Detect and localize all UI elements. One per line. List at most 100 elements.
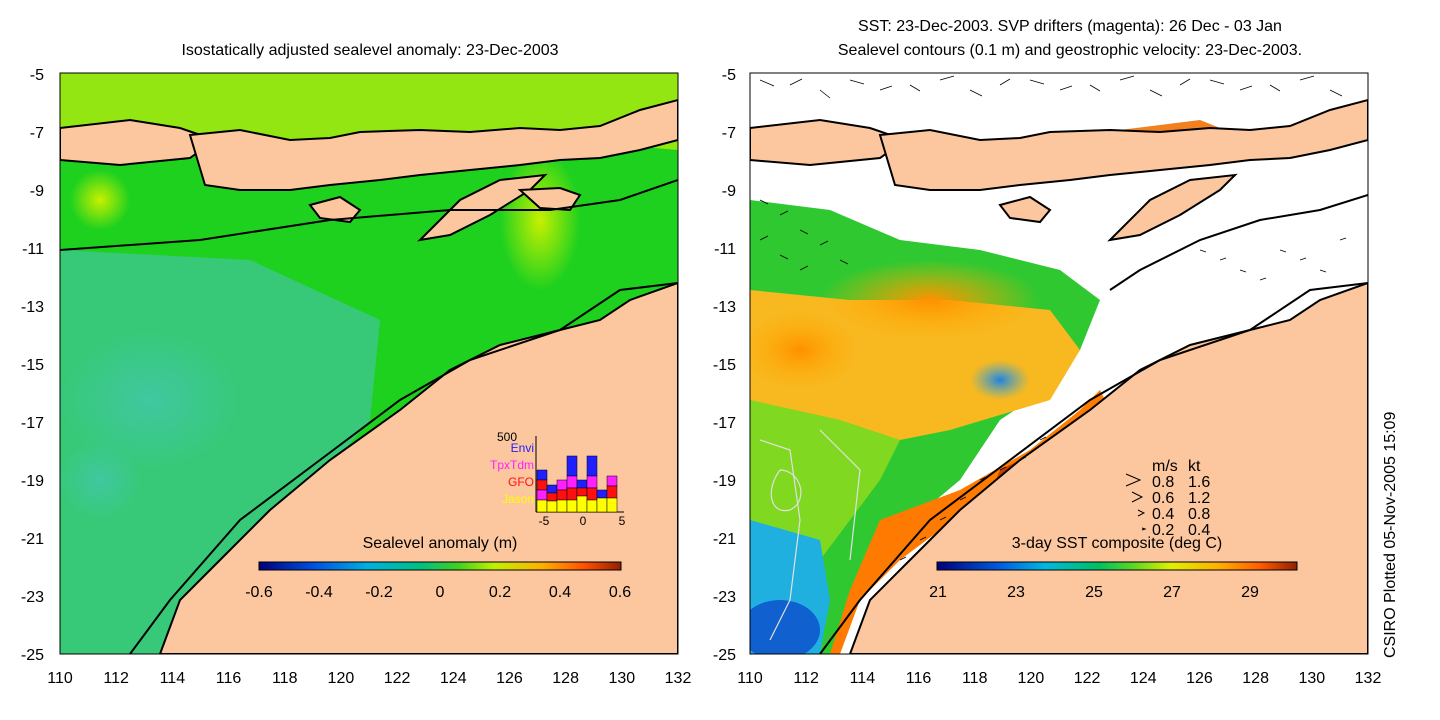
velocity-legend-header-ms: m/s [1152, 458, 1178, 475]
inset-ymax-label: 500 [497, 430, 517, 444]
sst-tick: 25 [1085, 584, 1103, 601]
right-x-axis-labels: 110 112 114 116 118 120 122 124 126 128 130 132 [737, 670, 1381, 687]
sealevel-anomaly-map [60, 73, 678, 654]
sst-tick: 29 [1241, 584, 1259, 601]
x-axis-tick-label: 126 [496, 670, 523, 687]
inset-xtick: 0 [580, 514, 587, 528]
x-axis-tick-label: 118 [272, 670, 298, 687]
sst-colorbar-ticks: 21 23 25 27 29 [929, 584, 1259, 601]
right-map-title-line1: SST: 23-Dec-2003. SVP drifters (magenta)… [858, 18, 1282, 35]
sst-colorbar-label: 3-day SST composite (deg C) [1012, 535, 1222, 552]
sla-tick: 0.4 [549, 584, 571, 601]
altimeter-histogram-inset: 500 Envi TpxTdm GFO Jason -5 0 5 [490, 430, 626, 528]
sla-tick: -0.2 [365, 584, 393, 601]
y-axis-tick-label: -23 [21, 589, 44, 606]
y-axis-tick-label: -13 [21, 299, 44, 316]
y-axis-tick-label: -25 [21, 647, 44, 664]
y-axis-tick-label: -19 [21, 473, 44, 490]
x-axis-tick-label: 124 [440, 670, 467, 687]
velocity-legend-kt: 0.4 [1188, 522, 1210, 539]
y-axis-tick-label: -15 [713, 357, 736, 374]
y-axis-tick-label: -23 [713, 589, 736, 606]
x-axis-tick-label: 122 [1074, 670, 1101, 687]
y-axis-tick-label: -17 [713, 415, 736, 432]
x-axis-tick-label: 114 [160, 670, 186, 687]
y-axis-tick-label: -25 [713, 647, 736, 664]
y-axis-tick-label: -17 [21, 415, 44, 432]
geostrophic-velocity-vectors [759, 75, 1347, 561]
velocity-legend-ms: 0.2 [1152, 522, 1174, 539]
x-axis-tick-label: 128 [1242, 670, 1269, 687]
x-axis-tick-label: 112 [103, 670, 129, 687]
sst-tick: 27 [1163, 584, 1181, 601]
x-axis-tick-label: 130 [608, 670, 635, 687]
left-x-axis-labels: 110 112 114 116 118 120 122 124 126 128 130 132 [47, 670, 691, 687]
right-map-title-line2: Sealevel contours (0.1 m) and geostrophi… [837, 42, 1303, 59]
sealevel-colorbar-label: Sealevel anomaly (m) [363, 535, 518, 552]
y-axis-tick-label: -19 [713, 473, 736, 490]
y-axis-tick-label: -7 [722, 125, 736, 142]
y-axis-tick-label: -5 [722, 67, 736, 84]
y-axis-tick-label: -9 [30, 183, 44, 200]
x-axis-tick-label: 110 [47, 670, 73, 687]
velocity-legend-kt: 1.6 [1188, 474, 1210, 491]
velocity-legend-kt: 1.2 [1188, 490, 1210, 507]
y-axis-tick-label: -5 [30, 67, 44, 84]
y-axis-tick-label: -9 [722, 183, 736, 200]
sst-map [750, 73, 1368, 654]
inset-xtick: 5 [619, 514, 626, 528]
velocity-arrow-0.8 [1125, 473, 1142, 487]
velocity-legend-kt: 0.8 [1188, 506, 1210, 523]
sst-colorbar [936, 561, 1298, 571]
legend-envi: Envi [511, 441, 534, 455]
velocity-legend-header-kt: kt [1188, 458, 1201, 475]
x-axis-tick-label: 132 [665, 670, 692, 687]
velocity-legend: m/s kt 0.8 1.6 0.6 1.2 0.4 0.8 0.2 0.4 [1125, 458, 1210, 539]
x-axis-tick-label: 116 [906, 670, 932, 687]
x-axis-tick-label: 120 [1018, 670, 1045, 687]
sst-tick: 23 [1007, 584, 1025, 601]
x-axis-tick-label: 128 [552, 670, 579, 687]
velocity-arrow-0.6 [1131, 491, 1144, 503]
sst-tick: 21 [929, 584, 947, 601]
sealevel-colorbar-ticks: -0.6 -0.4 -0.2 0 0.2 0.4 0.6 [245, 584, 631, 601]
inset-bars [536, 455, 618, 513]
sla-tick: 0 [436, 584, 445, 601]
land-islands [60, 98, 678, 654]
y-axis-tick-label: -11 [22, 241, 44, 258]
y-axis-tick-label: -7 [30, 125, 44, 142]
legend-tpxtdm: TpxTdm [490, 458, 534, 472]
x-axis-tick-label: 120 [328, 670, 355, 687]
left-map-title: Isostatically adjusted sealevel anomaly:… [181, 42, 559, 59]
x-axis-tick-label: 122 [384, 670, 411, 687]
velocity-legend-ms: 0.6 [1152, 490, 1174, 507]
x-axis-tick-label: 114 [850, 670, 876, 687]
credit-text: CSIRO Plotted 05-Nov-2005 15:09 [1382, 411, 1399, 658]
x-axis-tick-label: 116 [216, 670, 242, 687]
sla-tick: 0.6 [609, 584, 631, 601]
x-axis-tick-label: 112 [793, 670, 819, 687]
sla-tick: -0.6 [245, 584, 273, 601]
right-y-axis-labels: -5 -7 -9 -11 -13 -15 -17 -19 -21 -23 -25 [713, 67, 736, 664]
x-axis-tick-label: 124 [1130, 670, 1157, 687]
y-axis-tick-label: -13 [713, 299, 736, 316]
velocity-legend-ms: 0.8 [1152, 474, 1174, 491]
sla-tick: 0.2 [489, 584, 511, 601]
y-axis-tick-label: -21 [713, 531, 736, 548]
x-axis-tick-label: 110 [737, 670, 763, 687]
velocity-arrow-0.4 [1137, 509, 1146, 517]
velocity-legend-ms: 0.4 [1152, 506, 1174, 523]
sealevel-colorbar [258, 561, 622, 571]
x-axis-tick-label: 132 [1355, 670, 1382, 687]
left-y-axis-labels: -5 -7 -9 -11 -13 -15 -17 -19 -21 -23 -25 [21, 67, 44, 664]
legend-jason: Jason [502, 492, 534, 506]
legend-gfo: GFO [508, 475, 534, 489]
velocity-arrow-0.2 [1141, 527, 1147, 531]
y-axis-tick-label: -21 [21, 531, 44, 548]
inset-xtick: -5 [539, 514, 550, 528]
y-axis-tick-label: -11 [714, 241, 736, 258]
sla-tick: -0.4 [305, 584, 333, 601]
x-axis-tick-label: 126 [1186, 670, 1213, 687]
land-islands-sst [750, 98, 1368, 654]
